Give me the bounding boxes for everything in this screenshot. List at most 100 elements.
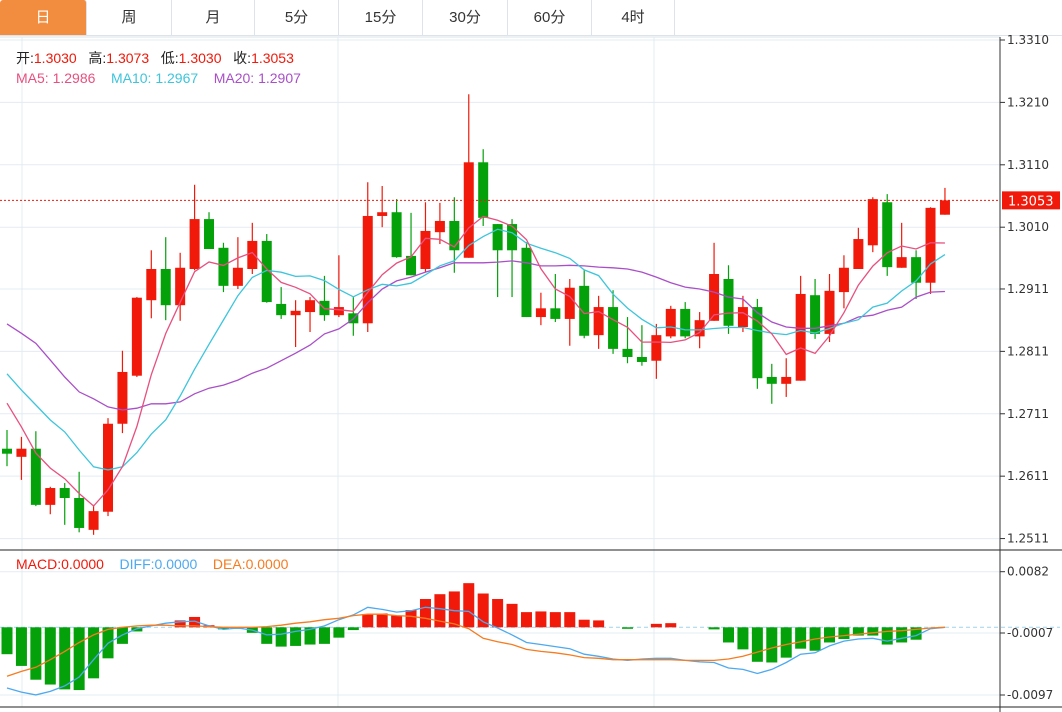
tab-15min[interactable]: 15分	[339, 0, 423, 35]
macd-bar	[30, 627, 42, 680]
macd-bar	[593, 620, 605, 628]
macd-bar	[780, 627, 792, 658]
macd-bar	[391, 615, 403, 628]
candle-down	[204, 219, 215, 250]
candle-down	[59, 488, 70, 499]
candle-down	[752, 307, 763, 379]
macd-bar	[492, 599, 504, 628]
high-value: 1.3073	[106, 50, 150, 66]
period-tab-bar: 日 周 月 5分 15分 30分 60分 4时	[0, 0, 1062, 36]
low-value: 1.3030	[178, 50, 222, 66]
tab-week[interactable]: 周	[87, 0, 172, 35]
candle-up	[795, 293, 806, 381]
candle-down	[406, 255, 417, 276]
ma5-value: 1.2986	[52, 70, 96, 86]
candle-up	[939, 200, 950, 215]
macd-bar	[838, 627, 850, 640]
dea-value: 0.0000	[245, 556, 289, 572]
tab-30min[interactable]: 30分	[423, 0, 508, 35]
macd-bar	[304, 627, 316, 645]
candle-up	[709, 273, 720, 321]
macd-bar	[261, 627, 273, 644]
candle-down	[492, 224, 503, 251]
tab-month[interactable]: 月	[172, 0, 255, 35]
macd-bar	[737, 627, 749, 650]
candle-down	[550, 308, 561, 319]
macd-bar	[650, 623, 662, 628]
price-tick-label: 1.3310	[1007, 33, 1049, 47]
macd-bar	[290, 627, 302, 646]
macd-bar	[535, 611, 547, 628]
candle-up	[838, 267, 849, 293]
candle-down	[74, 498, 85, 528]
candle-up	[377, 212, 388, 216]
candle-up	[189, 219, 200, 270]
ma20-line	[6, 260, 945, 411]
candle-down	[30, 448, 41, 505]
candle-down	[636, 356, 647, 362]
candle-up	[824, 290, 835, 334]
ma5-label: MA5:	[16, 70, 49, 86]
candle-down	[579, 285, 590, 336]
macd-bar	[59, 627, 71, 690]
candle-up	[535, 308, 546, 318]
macd-bar	[448, 591, 460, 628]
macd-bar	[708, 627, 720, 630]
candle-down	[723, 278, 734, 326]
tab-60min[interactable]: 60分	[508, 0, 592, 35]
candle-up	[593, 307, 604, 336]
candle-up	[45, 488, 56, 505]
macd-bar	[852, 627, 864, 636]
candle-down	[911, 257, 922, 283]
candle-down	[261, 240, 272, 303]
candle-up	[305, 300, 316, 313]
candle-up	[290, 310, 301, 316]
candle-down	[160, 269, 171, 306]
macd-bar	[910, 627, 922, 640]
macd-bar	[1, 627, 13, 655]
candle-down	[608, 307, 619, 349]
candle-up	[694, 320, 705, 337]
candle-up	[867, 199, 878, 246]
tab-4hour[interactable]: 4时	[592, 0, 675, 35]
price-tick-label: 1.2711	[1007, 407, 1049, 421]
candle-up	[117, 371, 128, 424]
candle-down	[507, 224, 518, 251]
macd-bar	[578, 619, 590, 628]
macd-tick-label: -0.0097	[1007, 688, 1053, 702]
dea-line	[6, 613, 945, 677]
macd-bar	[405, 610, 417, 628]
macd-bar	[73, 627, 85, 691]
candle-up	[564, 287, 575, 319]
candle-down	[622, 348, 633, 357]
tab-5min[interactable]: 5分	[255, 0, 339, 35]
candle-down	[276, 303, 287, 316]
diff-value: 0.0000	[154, 556, 198, 572]
macd-bar	[723, 627, 734, 643]
macd-bar	[621, 627, 633, 629]
macd-bar	[362, 614, 374, 628]
tab-day[interactable]: 日	[0, 0, 87, 35]
macd-bar	[795, 627, 807, 649]
macd-bar	[174, 620, 186, 628]
macd-bar	[376, 613, 388, 628]
macd-bar	[881, 627, 893, 645]
candle-up	[420, 230, 431, 270]
candle-down	[449, 220, 460, 251]
macd-bar	[333, 627, 345, 638]
macd-bar	[463, 583, 475, 628]
candle-up	[781, 376, 792, 384]
price-tick-label: 1.2911	[1007, 282, 1049, 296]
price-tick-label: 1.3010	[1007, 220, 1049, 234]
candle-up	[896, 257, 907, 268]
price-tick-label: 1.3210	[1007, 95, 1049, 109]
candle-up	[88, 511, 99, 530]
macd-bar	[88, 627, 100, 679]
candle-down	[521, 247, 532, 318]
open-value: 1.3030	[33, 50, 77, 66]
macd-bar	[867, 627, 879, 636]
price-tick-label: 1.2511	[1007, 532, 1049, 546]
candle-up	[651, 335, 662, 361]
dea-label: DEA:	[212, 556, 246, 572]
